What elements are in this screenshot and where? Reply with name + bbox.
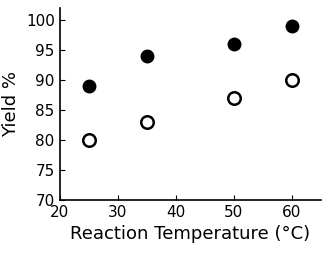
- Y-axis label: Yield %: Yield %: [2, 71, 20, 137]
- X-axis label: Reaction Temperature (°C): Reaction Temperature (°C): [70, 225, 310, 243]
